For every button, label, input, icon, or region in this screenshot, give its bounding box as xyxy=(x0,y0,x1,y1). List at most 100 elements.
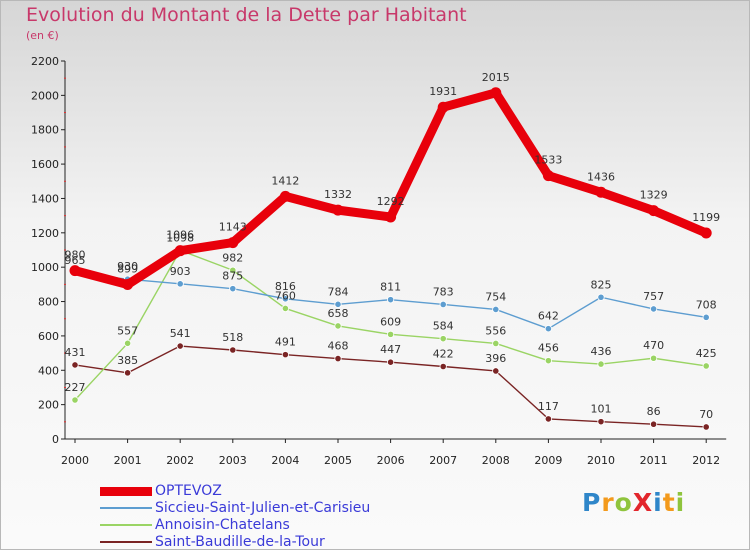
data-point xyxy=(649,305,658,313)
data-point xyxy=(544,415,553,423)
data-label: 980 xyxy=(65,249,86,262)
series-0 xyxy=(69,87,712,291)
data-label: 825 xyxy=(591,278,612,291)
data-point xyxy=(492,339,500,348)
data-point xyxy=(542,170,554,182)
data-label: 422 xyxy=(433,347,454,360)
data-label: 642 xyxy=(538,310,559,323)
y-tick-label: 0 xyxy=(52,433,59,446)
y-tick-label: 2000 xyxy=(31,89,59,102)
data-labels-layer: 431 385 541 518 491 468 447 422 396 117 101 86 70 227… xyxy=(65,71,721,421)
data-label: 518 xyxy=(222,331,243,344)
series-line xyxy=(70,88,711,290)
x-tick-label: 2002 xyxy=(166,454,194,467)
data-label: 227 xyxy=(65,381,86,394)
data-label: 556 xyxy=(485,324,506,337)
legend-label: Siccieu-Saint-Julien-et-Carisieu xyxy=(155,500,371,516)
data-label: 1533 xyxy=(534,154,562,167)
x-tick-label: 2008 xyxy=(482,454,510,467)
data-point xyxy=(439,362,447,371)
data-point xyxy=(597,418,605,426)
data-label: 470 xyxy=(643,339,664,352)
data-point xyxy=(334,354,342,363)
legend-label: Annoisin-Chatelans xyxy=(155,517,290,533)
data-label: 1931 xyxy=(429,85,457,98)
data-label: 1143 xyxy=(219,221,247,234)
legend-swatch xyxy=(100,524,152,526)
y-tick-label: 1000 xyxy=(31,261,59,274)
x-tick-label: 2009 xyxy=(534,454,562,467)
data-label: 899 xyxy=(117,263,138,276)
data-point xyxy=(437,101,449,113)
y-tick-label: 2200 xyxy=(31,55,59,68)
legend-item: Siccieu-Saint-Julien-et-Carisieu xyxy=(100,500,440,517)
data-point xyxy=(281,351,289,359)
y-tick-label: 1400 xyxy=(31,192,59,205)
data-label: 1096 xyxy=(166,229,194,242)
data-label: 658 xyxy=(328,307,349,320)
data-label: 86 xyxy=(647,405,661,418)
data-point xyxy=(71,396,79,404)
data-point xyxy=(490,87,502,99)
series-layer xyxy=(69,87,712,431)
logo-letter: o xyxy=(614,488,633,517)
x-tick-label: 2001 xyxy=(114,454,142,467)
data-label: 760 xyxy=(275,289,296,302)
x-tick-label: 2011 xyxy=(640,454,668,467)
data-label: 783 xyxy=(433,285,454,298)
series-3 xyxy=(71,342,710,431)
data-point xyxy=(544,357,553,365)
data-point xyxy=(597,360,605,368)
legend-swatch xyxy=(100,541,152,543)
y-tick-label: 1200 xyxy=(31,227,59,240)
x-tick-label: 2007 xyxy=(429,454,457,467)
logo-letter: i xyxy=(653,488,663,517)
data-label: 609 xyxy=(380,315,401,328)
data-label: 875 xyxy=(222,270,243,283)
data-point xyxy=(334,322,342,330)
x-tick-label: 2012 xyxy=(692,454,720,467)
line-chart: 0 200 400 600 800 1000 1200 1400 1600 1800 2000 220… xyxy=(31,55,727,467)
data-point xyxy=(649,354,658,362)
y-tick-label: 800 xyxy=(38,296,59,309)
data-point xyxy=(279,190,291,202)
data-label: 930 xyxy=(117,260,138,273)
data-label: 754 xyxy=(485,290,506,303)
data-point xyxy=(281,304,289,313)
data-label: 557 xyxy=(117,324,138,337)
logo-letter: t xyxy=(662,488,676,517)
data-point xyxy=(281,295,289,303)
proxiti-logo: ProXiti xyxy=(582,488,685,517)
data-point xyxy=(332,204,344,216)
y-tick-label: 1800 xyxy=(31,124,59,137)
chart-subtitle: (en €) xyxy=(26,29,59,42)
data-label: 1098 xyxy=(166,231,194,244)
data-label: 584 xyxy=(433,320,454,333)
data-label: 982 xyxy=(222,251,243,264)
x-tick-label: 2005 xyxy=(324,454,352,467)
data-point xyxy=(492,305,500,314)
data-point xyxy=(386,330,395,338)
x-tick-label: 2010 xyxy=(587,454,615,467)
data-label: 1436 xyxy=(587,170,615,183)
logo-letter: r xyxy=(601,488,615,517)
data-point xyxy=(229,285,237,293)
data-label: 1412 xyxy=(271,174,299,187)
data-point xyxy=(124,369,132,377)
data-label: 117 xyxy=(538,400,559,413)
data-point xyxy=(702,313,710,321)
data-point xyxy=(700,227,712,239)
legend-swatch xyxy=(100,507,152,509)
data-label: 456 xyxy=(538,342,559,355)
data-label: 431 xyxy=(65,346,86,359)
axes: 0 200 400 600 800 1000 1200 1400 1600 1800 2000 220… xyxy=(31,55,727,467)
data-point xyxy=(71,361,79,369)
data-label: 70 xyxy=(699,408,713,421)
data-label: 965 xyxy=(65,254,86,267)
x-tick-label: 2003 xyxy=(219,454,247,467)
data-label: 468 xyxy=(328,340,349,353)
data-point xyxy=(702,362,710,370)
data-label: 396 xyxy=(485,352,506,365)
logo-letter: X xyxy=(632,488,654,517)
data-label: 1292 xyxy=(377,195,405,208)
